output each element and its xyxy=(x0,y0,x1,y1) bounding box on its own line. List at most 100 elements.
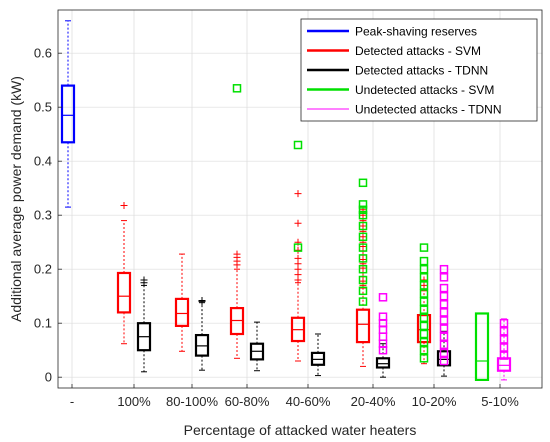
y-tick-label: 0.1 xyxy=(34,316,52,331)
outlier-marker xyxy=(358,232,368,242)
outlier-marker xyxy=(358,210,368,220)
box-group xyxy=(116,201,132,345)
outlier-marker xyxy=(439,316,449,325)
outlier-marker xyxy=(419,264,429,274)
legend-label: Peak-shaving reserves xyxy=(355,25,477,39)
x-tick-label: 40-60% xyxy=(286,394,331,409)
outlier-marker xyxy=(439,348,449,358)
box-group xyxy=(174,253,190,352)
series-group xyxy=(136,276,452,378)
outlier-marker xyxy=(294,190,302,198)
outlier-marker xyxy=(358,178,368,188)
box-group xyxy=(419,243,429,363)
outlier-marker xyxy=(439,324,449,333)
box-group xyxy=(474,312,490,382)
box-group xyxy=(232,84,242,93)
x-tick-label: 10-20% xyxy=(412,394,457,409)
outlier-marker xyxy=(419,305,429,314)
box-series xyxy=(60,20,512,382)
box-group xyxy=(293,140,303,252)
outlier-marker xyxy=(358,264,368,274)
outlier-marker xyxy=(233,250,241,258)
box-iqr xyxy=(174,297,190,327)
outlier-marker xyxy=(439,273,449,282)
x-tick-label: 80-100% xyxy=(166,394,218,409)
outlier-marker xyxy=(358,221,368,231)
outlier-marker xyxy=(358,286,368,296)
box-group xyxy=(496,318,512,381)
legend-label: Detected attacks - TDNN xyxy=(355,64,488,78)
outlier-marker xyxy=(140,276,148,284)
y-tick-label: 0 xyxy=(45,370,52,385)
outlier-marker xyxy=(419,243,429,252)
outlier-marker xyxy=(232,84,242,93)
box-group xyxy=(290,190,306,362)
outlier-marker xyxy=(499,351,509,360)
outlier-marker xyxy=(439,356,449,366)
box-group xyxy=(249,321,265,372)
y-tick-label: 0.4 xyxy=(34,154,52,169)
outlier-marker xyxy=(293,140,303,150)
box-iqr xyxy=(116,271,132,314)
box-iqr xyxy=(375,357,391,369)
outlier-marker xyxy=(419,329,429,339)
box-group xyxy=(60,20,76,208)
box-group xyxy=(229,250,245,359)
outlier-marker xyxy=(419,337,429,347)
outlier-marker xyxy=(419,273,429,282)
outlier-marker xyxy=(419,281,429,290)
outlier-marker xyxy=(499,318,509,328)
outlier-marker xyxy=(419,289,429,298)
outlier-marker xyxy=(439,340,449,350)
outlier-marker xyxy=(198,297,206,305)
series-group xyxy=(60,20,76,208)
box-iqr xyxy=(474,312,490,382)
x-tick-label: - xyxy=(70,394,74,409)
outlier-marker xyxy=(419,345,429,355)
y-axis: 0 0.1 0.2 0.3 0.4 0.5 0.6 xyxy=(34,46,62,385)
outlier-marker xyxy=(419,256,429,266)
box-group xyxy=(136,276,152,373)
outlier-marker xyxy=(358,205,368,215)
y-tick-label: 0.3 xyxy=(34,208,52,223)
legend: Peak-shaving reserves Detected attacks - … xyxy=(300,18,538,122)
outlier-marker xyxy=(499,327,509,336)
y-axis-title: Additional average power demand (kW) xyxy=(8,76,24,322)
x-axis-title: Percentage of attacked water heaters xyxy=(184,422,417,438)
outlier-marker xyxy=(439,264,449,274)
x-axis: - 100% 80-100% 60-80% 40-60% 20-40% 10-20% 5-10… xyxy=(70,384,519,409)
outlier-marker xyxy=(439,291,449,301)
outlier-marker xyxy=(293,243,303,252)
outlier-marker xyxy=(439,332,449,341)
y-tick-label: 0.6 xyxy=(34,46,52,61)
box-group xyxy=(378,293,388,355)
box-group xyxy=(358,178,368,306)
outlier-marker xyxy=(294,219,302,227)
outlier-marker xyxy=(378,312,388,321)
outlier-marker xyxy=(120,201,128,209)
x-tick-label: 60-80% xyxy=(225,394,270,409)
box-iqr xyxy=(416,314,432,344)
y-tick-label: 0.2 xyxy=(34,262,52,277)
box-iqr xyxy=(60,84,76,144)
outlier-marker xyxy=(499,335,509,344)
box-group xyxy=(310,333,326,377)
x-tick-label: 100% xyxy=(117,394,151,409)
outlier-marker xyxy=(294,246,302,254)
outlier-marker xyxy=(419,321,429,331)
outlier-marker xyxy=(358,275,368,285)
legend-label: Undetected attacks - SVM xyxy=(355,83,494,97)
box-iqr xyxy=(496,357,512,372)
legend-label: Undetected attacks - TDNN xyxy=(355,103,502,117)
series-group xyxy=(378,264,512,381)
box-iqr xyxy=(355,308,371,344)
outlier-marker xyxy=(358,200,368,209)
outlier-marker xyxy=(419,297,429,306)
x-tick-label: 5-10% xyxy=(481,394,519,409)
box-group xyxy=(194,297,210,371)
x-tick-label: 20-40% xyxy=(351,394,396,409)
outlier-marker xyxy=(358,297,368,306)
outlier-marker xyxy=(294,254,302,262)
outlier-marker xyxy=(419,313,429,323)
